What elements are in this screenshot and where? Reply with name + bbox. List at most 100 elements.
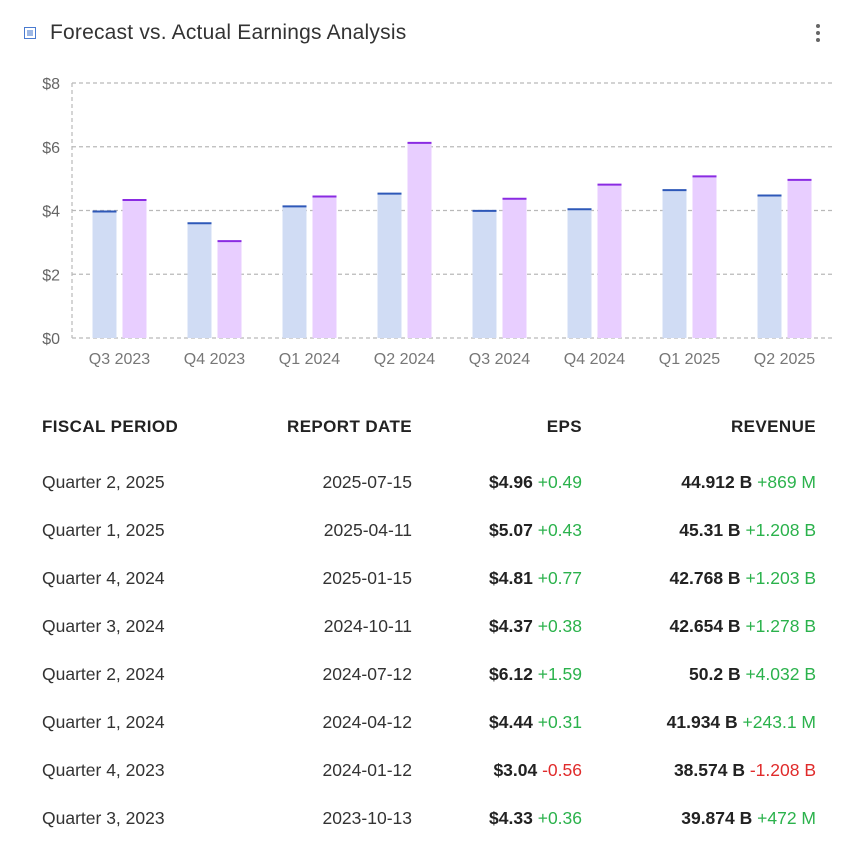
forecast-bar <box>662 190 687 338</box>
actual-bar <box>502 198 527 338</box>
table-row: Quarter 3, 2023 2023-10-13 $4.33 +0.36 39.8… <box>42 794 816 842</box>
eps-value: $4.37 <box>489 615 533 636</box>
cell-fiscal-period: Quarter 2, 2024 <box>42 663 165 684</box>
header-revenue: REVENUE <box>731 417 816 436</box>
actual-bar <box>122 199 147 338</box>
table-body: Quarter 2, 2025 2025-07-15 $4.96 +0.49 44.9… <box>42 458 816 842</box>
cell-revenue: 45.31 B +1.208 B <box>582 520 816 541</box>
eps-surprise: +0.43 <box>537 519 582 540</box>
cell-revenue: 44.912 B +869 M <box>582 472 816 493</box>
actual-bar <box>787 179 812 338</box>
table-row: Quarter 4, 2024 2025-01-15 $4.81 +0.77 42.7… <box>42 554 816 602</box>
revenue-value: 39.874 B <box>681 807 753 828</box>
cell-eps: $4.81 +0.77 <box>412 568 582 589</box>
revenue-surprise: +4.032 B <box>745 663 816 684</box>
table-row: Quarter 4, 2023 2024-01-12 $3.04 -0.56 38.5… <box>42 746 816 794</box>
revenue-value: 50.2 B <box>689 663 741 684</box>
cell-report-date: 2024-10-11 <box>323 615 412 636</box>
page-title: Forecast vs. Actual Earnings Analysis <box>50 21 407 44</box>
eps-value: $6.12 <box>489 663 533 684</box>
cell-report-date: 2025-04-11 <box>323 519 412 540</box>
cell-eps: $3.04 -0.56 <box>412 760 582 781</box>
cell-report-date: 2023-10-13 <box>322 807 412 828</box>
revenue-surprise: +1.208 B <box>745 519 816 540</box>
header-report-date: REPORT DATE <box>287 417 412 436</box>
actual-bar <box>217 241 242 338</box>
eps-surprise: -0.56 <box>542 759 582 780</box>
cell-report-date: 2024-04-12 <box>322 711 412 732</box>
y-tick-label: $0 <box>42 331 60 348</box>
y-tick-label: $6 <box>42 140 60 157</box>
eps-value: $4.33 <box>489 807 533 828</box>
y-tick-label: $8 <box>42 76 60 93</box>
cell-eps: $4.96 +0.49 <box>412 472 582 493</box>
table-row: Quarter 2, 2025 2025-07-15 $4.96 +0.49 44.9… <box>42 458 816 506</box>
revenue-value: 44.912 B <box>681 471 753 492</box>
forecast-bar <box>282 206 307 338</box>
table-row: Quarter 1, 2024 2024-04-12 $4.44 +0.31 41.9… <box>42 698 816 746</box>
eps-surprise: +0.49 <box>537 471 582 492</box>
eps-value: $4.96 <box>489 471 533 492</box>
revenue-surprise: +869 M <box>757 471 816 492</box>
eps-surprise: +0.31 <box>537 711 582 732</box>
revenue-surprise: +1.278 B <box>745 615 816 636</box>
chart-header: Forecast vs. Actual Earnings Analysis <box>24 18 834 48</box>
revenue-value: 38.574 B <box>673 759 745 780</box>
cell-report-date: 2024-07-12 <box>322 663 412 684</box>
forecast-bar <box>567 209 592 338</box>
eps-surprise: +0.38 <box>537 615 582 636</box>
forecast-bar <box>757 195 782 338</box>
more-vertical-icon[interactable] <box>808 20 828 46</box>
x-tick-label: Q4 2024 <box>564 351 625 368</box>
x-tick-label: Q4 2023 <box>184 351 245 368</box>
cell-fiscal-period: Quarter 1, 2024 <box>42 711 165 732</box>
forecast-bar <box>472 210 497 338</box>
cell-revenue: 38.574 B -1.208 B <box>582 760 816 781</box>
forecast-bar <box>377 193 402 338</box>
x-tick-label: Q1 2024 <box>279 351 340 368</box>
eps-value: $3.04 <box>493 759 538 780</box>
eps-surprise: +0.36 <box>537 807 582 828</box>
actual-bar <box>312 196 337 338</box>
cell-fiscal-period: Quarter 3, 2024 <box>42 615 165 636</box>
cell-fiscal-period: Quarter 1, 2025 <box>42 519 165 540</box>
cell-fiscal-period: Quarter 4, 2023 <box>42 759 165 780</box>
cell-fiscal-period: Quarter 3, 2023 <box>42 807 165 828</box>
cell-eps: $4.37 +0.38 <box>412 616 582 637</box>
cell-eps: $4.33 +0.36 <box>412 808 582 829</box>
revenue-value: 41.934 B <box>666 711 738 732</box>
cell-revenue: 42.768 B +1.203 B <box>582 568 816 589</box>
x-tick-label: Q3 2023 <box>89 351 150 368</box>
revenue-surprise: +1.203 B <box>745 567 816 588</box>
cell-eps: $6.12 +1.59 <box>412 664 582 685</box>
revenue-surprise: +472 M <box>757 807 816 828</box>
earnings-bar-chart: $0 $2 $4 $6 $8 Q3 2023 Q4 2023 Q1 2024 Q2 2024 Q3… <box>42 76 832 368</box>
earnings-table: FISCAL PERIOD REPORT DATE EPS REVENUE Qu… <box>42 412 816 842</box>
table-row: Quarter 1, 2025 2025-04-11 $5.07 +0.43 45.3… <box>42 506 816 554</box>
actual-bar <box>407 142 432 338</box>
table-row: Quarter 3, 2024 2024-10-11 $4.37 +0.38 42.6… <box>42 602 816 650</box>
cell-report-date: 2025-07-15 <box>322 471 412 492</box>
revenue-value: 42.768 B <box>669 567 741 588</box>
x-tick-label: Q1 2025 <box>659 351 720 368</box>
y-tick-label: $4 <box>42 204 60 221</box>
revenue-value: 42.654 B <box>669 615 741 636</box>
cell-report-date: 2025-01-15 <box>322 567 412 588</box>
revenue-surprise: +243.1 M <box>742 711 816 732</box>
eps-surprise: +1.59 <box>537 663 582 684</box>
cell-fiscal-period: Quarter 2, 2025 <box>42 471 165 492</box>
x-tick-label: Q3 2024 <box>469 351 530 368</box>
cell-revenue: 39.874 B +472 M <box>582 808 816 829</box>
cell-report-date: 2024-01-12 <box>322 759 412 780</box>
cell-fiscal-period: Quarter 4, 2024 <box>42 567 165 588</box>
header-eps: EPS <box>546 417 582 436</box>
revenue-surprise: -1.208 B <box>749 759 816 780</box>
cell-revenue: 50.2 B +4.032 B <box>582 664 816 685</box>
forecast-bar <box>92 211 117 338</box>
eps-value: $4.81 <box>489 567 533 588</box>
cell-revenue: 42.654 B +1.278 B <box>582 616 816 637</box>
eps-value: $4.44 <box>489 711 533 732</box>
header-fiscal-period: FISCAL PERIOD <box>42 417 179 436</box>
table-header-row: FISCAL PERIOD REPORT DATE EPS REVENUE <box>42 412 816 442</box>
x-tick-label: Q2 2025 <box>754 351 815 368</box>
